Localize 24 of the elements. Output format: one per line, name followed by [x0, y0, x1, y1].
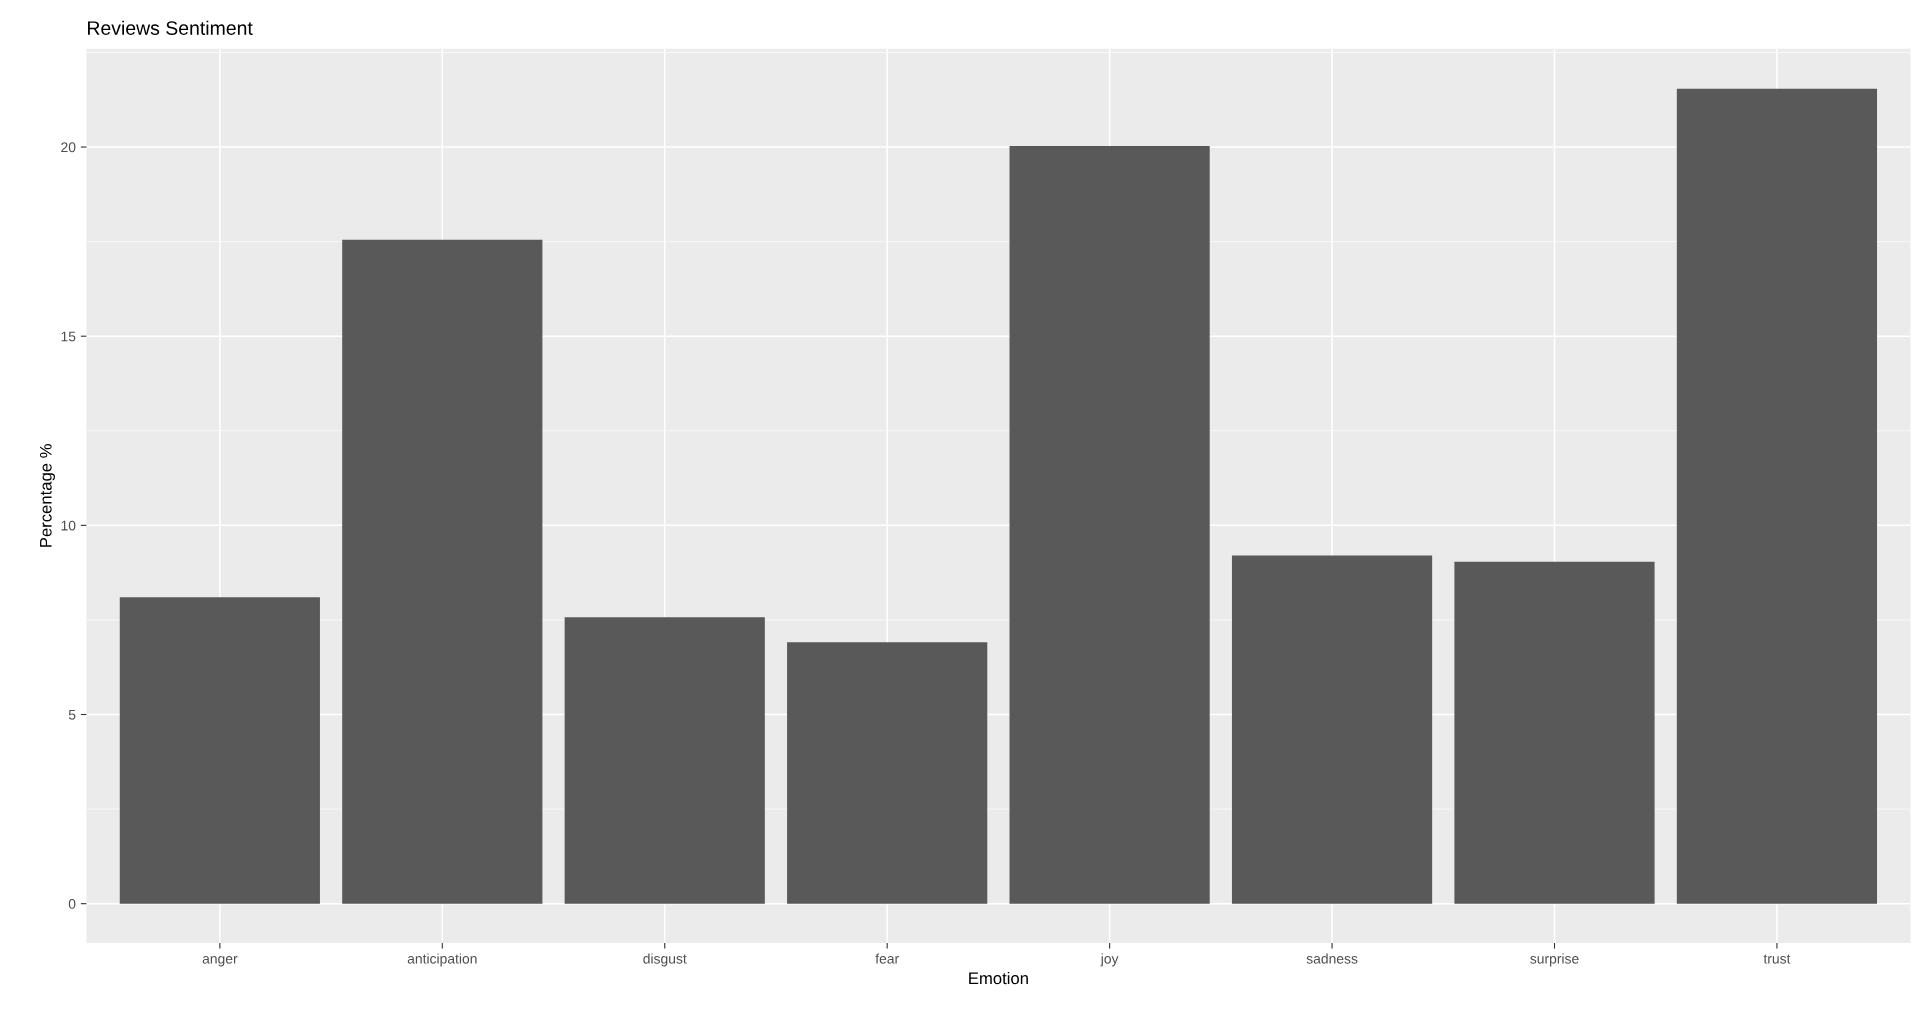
- x-tick-label: trust: [1763, 954, 1791, 964]
- bar: [787, 642, 988, 904]
- bar: [564, 617, 765, 904]
- x-tick-label: anger: [202, 956, 238, 967]
- y-tick-label: 20: [61, 142, 76, 153]
- x-tick-label: surprise: [1530, 953, 1579, 967]
- x-tick-label: sadness: [1306, 953, 1358, 964]
- bar: [1676, 88, 1878, 904]
- bar: [342, 239, 543, 904]
- y-tick-label: 15: [61, 331, 76, 342]
- chart-title: Reviews Sentiment: [88, 20, 253, 35]
- x-tick-label: disgust: [643, 953, 687, 967]
- y-tick-label: 0: [68, 899, 76, 909]
- y-tick-label: 5: [68, 709, 76, 720]
- x-tick-label: anticipation: [407, 953, 477, 967]
- x-axis-title: Emotion: [969, 971, 1028, 985]
- bar: [119, 597, 320, 904]
- x-tick-label: joy: [1100, 953, 1119, 967]
- y-tick-label: 10: [61, 520, 76, 531]
- bar: [1231, 555, 1433, 904]
- bar: [1454, 561, 1655, 904]
- bar: [1009, 145, 1210, 904]
- x-tick-label: fear: [875, 953, 899, 964]
- y-axis-title: Percentage %: [39, 444, 55, 547]
